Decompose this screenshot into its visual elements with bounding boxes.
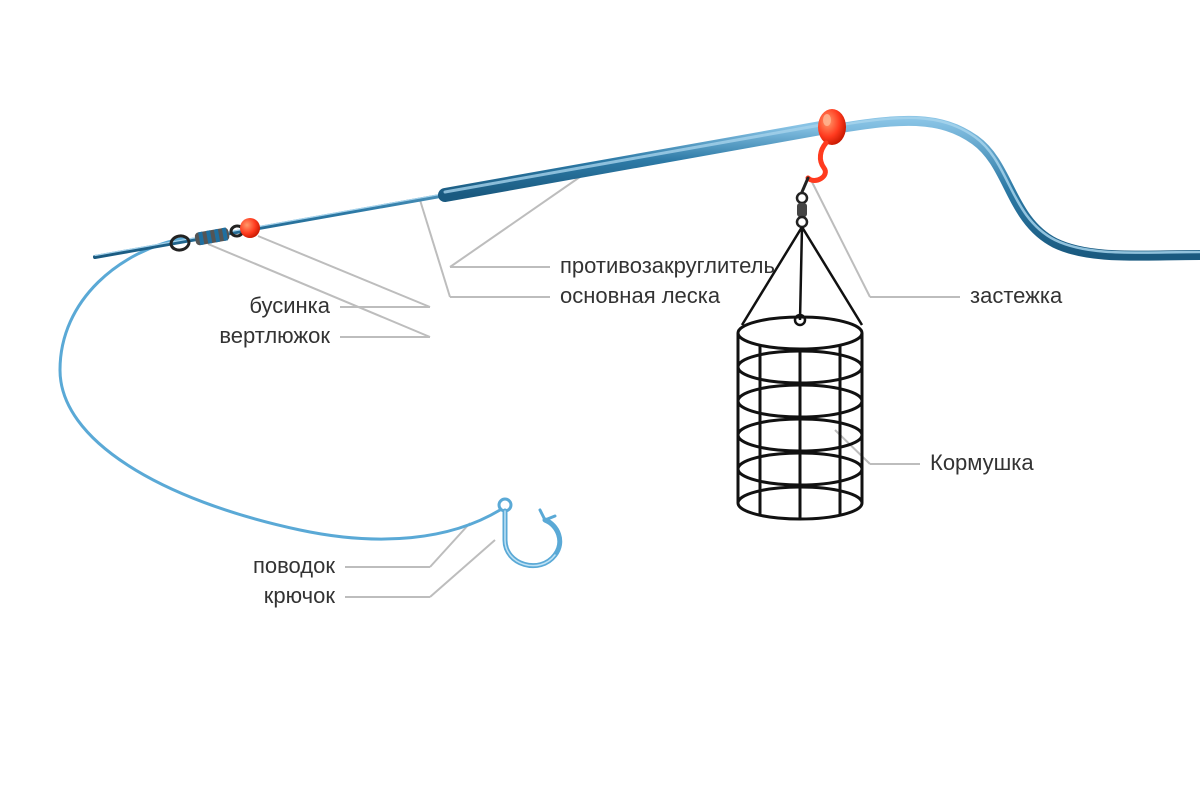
rig-diagram: бусинка вертлюжок противозакруглитель ос… bbox=[0, 0, 1200, 800]
label-hook: крючок bbox=[264, 583, 336, 608]
label-anti-tangle: противозакруглитель bbox=[560, 253, 775, 278]
clasp-icon bbox=[797, 143, 826, 227]
label-main-line: основная леска bbox=[560, 283, 721, 308]
anti-tangle-sleeve bbox=[445, 123, 832, 195]
label-swivel: вертлюжок bbox=[219, 323, 330, 348]
main-line-curve bbox=[835, 118, 1200, 256]
attachment-bead bbox=[818, 109, 846, 145]
bead-icon bbox=[240, 218, 260, 238]
label-feeder: Кормушка bbox=[930, 450, 1034, 475]
label-bead: бусинка bbox=[249, 293, 330, 318]
label-leader-line: поводок bbox=[253, 553, 335, 578]
label-clasp: застежка bbox=[970, 283, 1063, 308]
